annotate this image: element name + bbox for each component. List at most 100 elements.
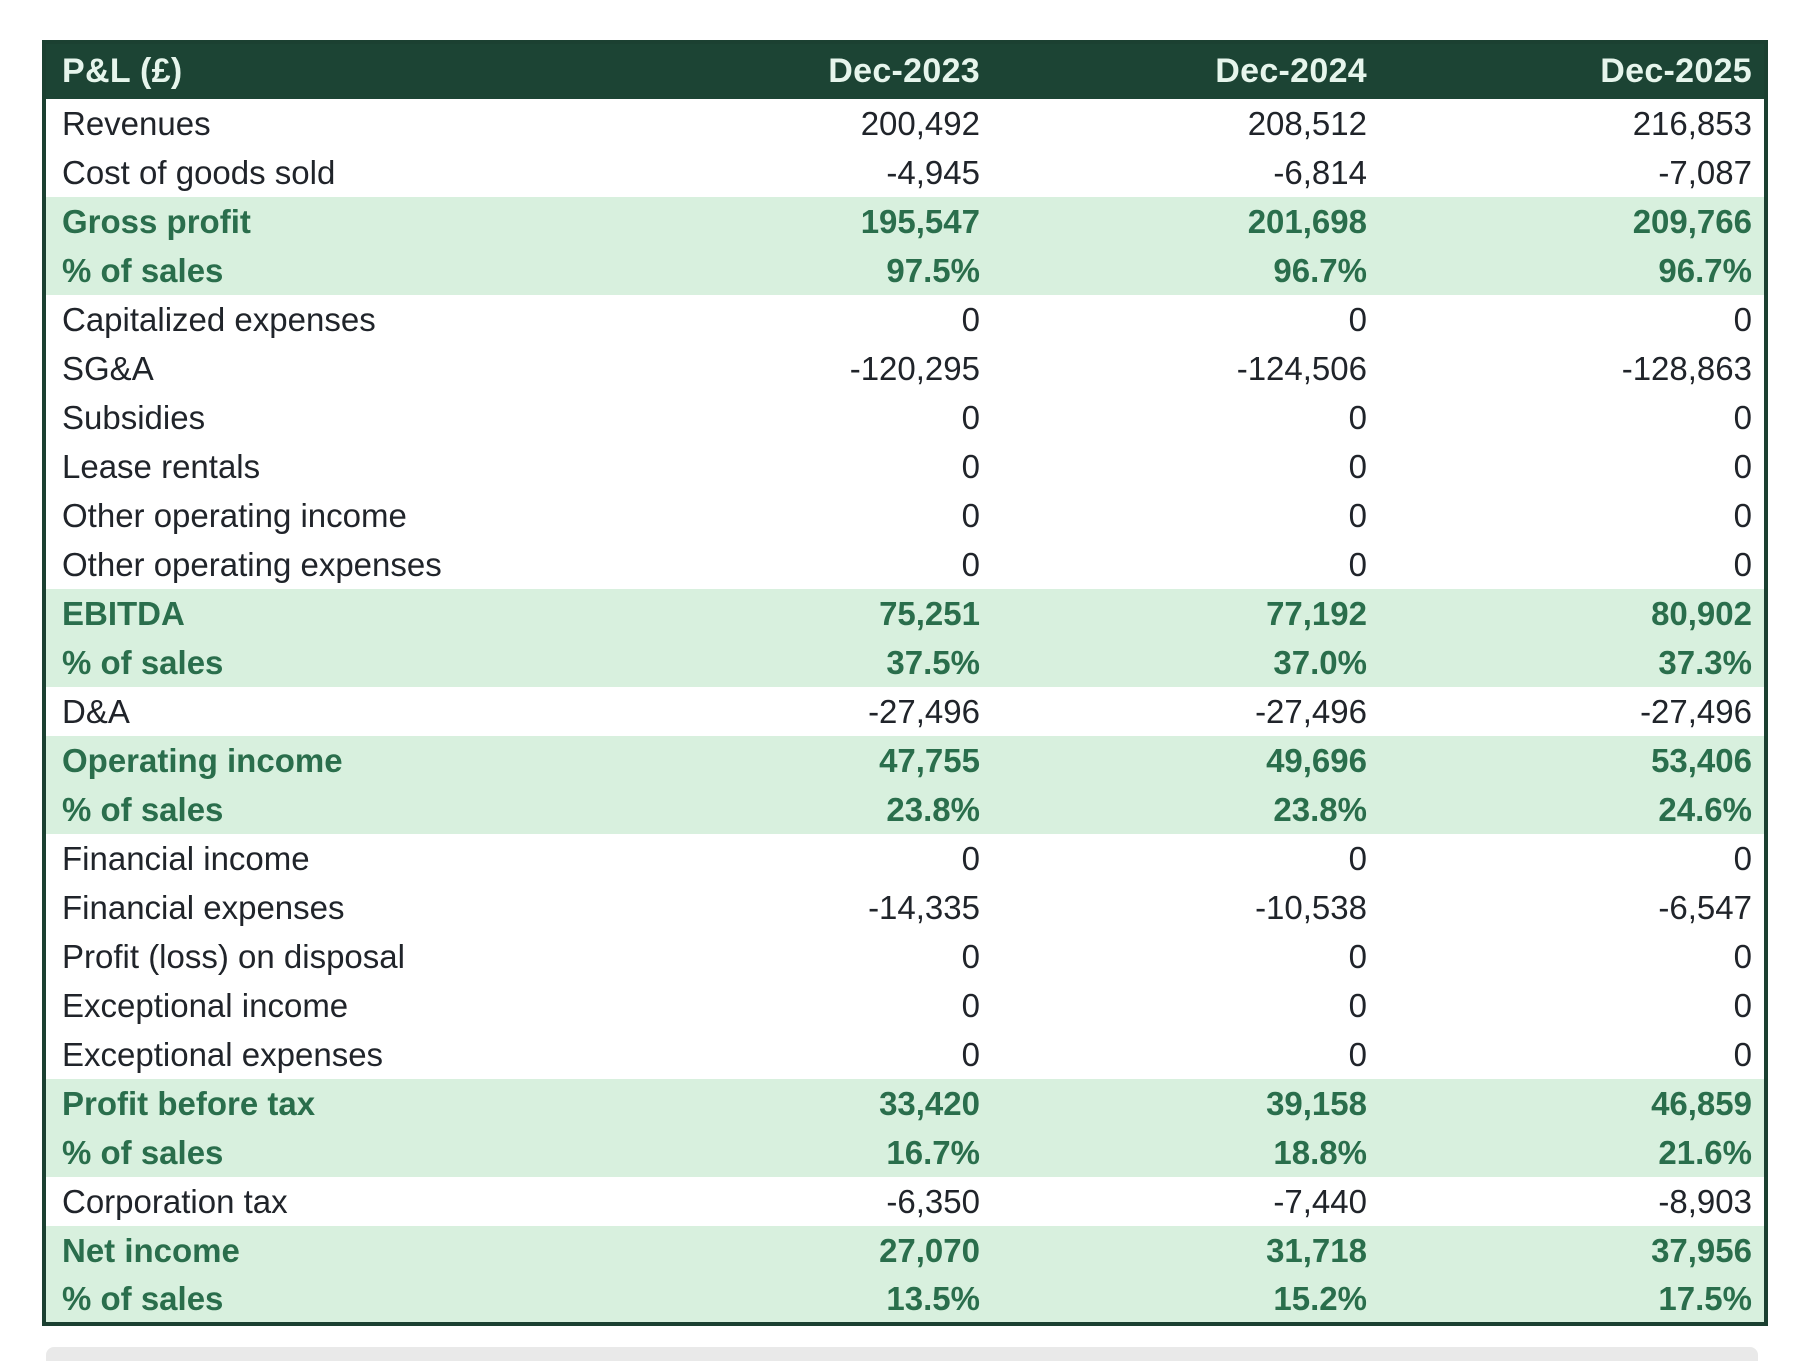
cell-value: 0 xyxy=(605,442,992,491)
table-row: Exceptional expenses 0 0 0 xyxy=(44,1030,1766,1079)
row-label: Revenues xyxy=(44,99,605,148)
table-row: Capitalized expenses 0 0 0 xyxy=(44,295,1766,344)
cell-value: -27,496 xyxy=(1379,687,1766,736)
cell-value: 75,251 xyxy=(605,589,992,638)
cell-value: 39,158 xyxy=(992,1079,1379,1128)
row-label: % of sales xyxy=(44,1128,605,1177)
cell-value: 37,956 xyxy=(1379,1226,1766,1275)
table-row: Operating income 47,755 49,696 53,406 xyxy=(44,736,1766,785)
cell-value: -7,087 xyxy=(1379,148,1766,197)
row-label: Other operating expenses xyxy=(44,540,605,589)
cell-value: 18.8% xyxy=(992,1128,1379,1177)
table-row: % of sales 37.5% 37.0% 37.3% xyxy=(44,638,1766,687)
cell-value: 0 xyxy=(992,834,1379,883)
row-label: EBITDA xyxy=(44,589,605,638)
table-row: Gross profit 195,547 201,698 209,766 xyxy=(44,197,1766,246)
row-label: Exceptional income xyxy=(44,981,605,1030)
row-label: D&A xyxy=(44,687,605,736)
cell-value: 24.6% xyxy=(1379,785,1766,834)
cell-value: 0 xyxy=(992,981,1379,1030)
cell-value: 53,406 xyxy=(1379,736,1766,785)
cell-value: 37.5% xyxy=(605,638,992,687)
row-label: Financial income xyxy=(44,834,605,883)
cell-value: 0 xyxy=(1379,932,1766,981)
cell-value: -120,295 xyxy=(605,344,992,393)
cell-value: 0 xyxy=(605,834,992,883)
cell-value: 13.5% xyxy=(605,1275,992,1324)
pnl-table-body: Revenues 200,492 208,512 216,853 Cost of goo… xyxy=(44,99,1766,1324)
cell-value: 37.0% xyxy=(992,638,1379,687)
cell-value: 201,698 xyxy=(992,197,1379,246)
cell-value: -6,350 xyxy=(605,1177,992,1226)
cell-value: 96.7% xyxy=(992,246,1379,295)
cell-value: 0 xyxy=(1379,1030,1766,1079)
cell-value: 0 xyxy=(992,491,1379,540)
table-row: Exceptional income 0 0 0 xyxy=(44,981,1766,1030)
table-row: Financial income 0 0 0 xyxy=(44,834,1766,883)
cell-value: 21.6% xyxy=(1379,1128,1766,1177)
cell-value: -6,547 xyxy=(1379,883,1766,932)
cell-value: 23.8% xyxy=(605,785,992,834)
cell-value: 0 xyxy=(1379,295,1766,344)
table-row: Other operating expenses 0 0 0 xyxy=(44,540,1766,589)
cell-value: -128,863 xyxy=(1379,344,1766,393)
cell-value: 0 xyxy=(605,932,992,981)
row-label: Exceptional expenses xyxy=(44,1030,605,1079)
row-label: Gross profit xyxy=(44,197,605,246)
cell-value: 0 xyxy=(605,981,992,1030)
cell-value: 23.8% xyxy=(992,785,1379,834)
table-row: Financial expenses -14,335 -10,538 -6,547 xyxy=(44,883,1766,932)
col-header-dec-2024: Dec-2024 xyxy=(992,42,1379,99)
cell-value: -10,538 xyxy=(992,883,1379,932)
cell-value: 17.5% xyxy=(1379,1275,1766,1324)
cell-value: 31,718 xyxy=(992,1226,1379,1275)
table-row: % of sales 16.7% 18.8% 21.6% xyxy=(44,1128,1766,1177)
header-row: P&L (£) Dec-2023 Dec-2024 Dec-2025 xyxy=(44,42,1766,99)
cell-value: 49,696 xyxy=(992,736,1379,785)
row-label: Profit (loss) on disposal xyxy=(44,932,605,981)
table-row: SG&A -120,295 -124,506 -128,863 xyxy=(44,344,1766,393)
row-label: % of sales xyxy=(44,638,605,687)
row-label: % of sales xyxy=(44,246,605,295)
cell-value: 15.2% xyxy=(992,1275,1379,1324)
pnl-table: P&L (£) Dec-2023 Dec-2024 Dec-2025 Reven… xyxy=(42,40,1768,1326)
cell-value: 208,512 xyxy=(992,99,1379,148)
cell-value: -4,945 xyxy=(605,148,992,197)
cell-value: 216,853 xyxy=(1379,99,1766,148)
cell-value: 97.5% xyxy=(605,246,992,295)
cell-value: 47,755 xyxy=(605,736,992,785)
cell-value: -14,335 xyxy=(605,883,992,932)
table-row: Lease rentals 0 0 0 xyxy=(44,442,1766,491)
cell-value: 0 xyxy=(1379,393,1766,442)
row-label: Cost of goods sold xyxy=(44,148,605,197)
table-row: Net income 27,070 31,718 37,956 xyxy=(44,1226,1766,1275)
cell-value: -7,440 xyxy=(992,1177,1379,1226)
cell-value: -124,506 xyxy=(992,344,1379,393)
cell-value: -27,496 xyxy=(992,687,1379,736)
row-label: Profit before tax xyxy=(44,1079,605,1128)
cell-value: 80,902 xyxy=(1379,589,1766,638)
cell-value: 0 xyxy=(605,1030,992,1079)
cell-value: 200,492 xyxy=(605,99,992,148)
cell-value: 0 xyxy=(605,393,992,442)
cell-value: 77,192 xyxy=(992,589,1379,638)
cell-value: 0 xyxy=(992,442,1379,491)
table-row: EBITDA 75,251 77,192 80,902 xyxy=(44,589,1766,638)
table-row: Profit before tax 33,420 39,158 46,859 xyxy=(44,1079,1766,1128)
cell-value: 16.7% xyxy=(605,1128,992,1177)
cell-value: 0 xyxy=(992,932,1379,981)
cell-value: 0 xyxy=(1379,442,1766,491)
cell-value: 96.7% xyxy=(1379,246,1766,295)
row-label: Lease rentals xyxy=(44,442,605,491)
row-label: SG&A xyxy=(44,344,605,393)
cell-value: 37.3% xyxy=(1379,638,1766,687)
cell-value: 33,420 xyxy=(605,1079,992,1128)
table-title: P&L (£) xyxy=(44,42,605,99)
cell-value: 0 xyxy=(992,393,1379,442)
cell-value: 0 xyxy=(1379,981,1766,1030)
table-row: Subsidies 0 0 0 xyxy=(44,393,1766,442)
table-row: Other operating income 0 0 0 xyxy=(44,491,1766,540)
cell-value: 209,766 xyxy=(1379,197,1766,246)
cell-value: 0 xyxy=(1379,491,1766,540)
row-label: % of sales xyxy=(44,785,605,834)
